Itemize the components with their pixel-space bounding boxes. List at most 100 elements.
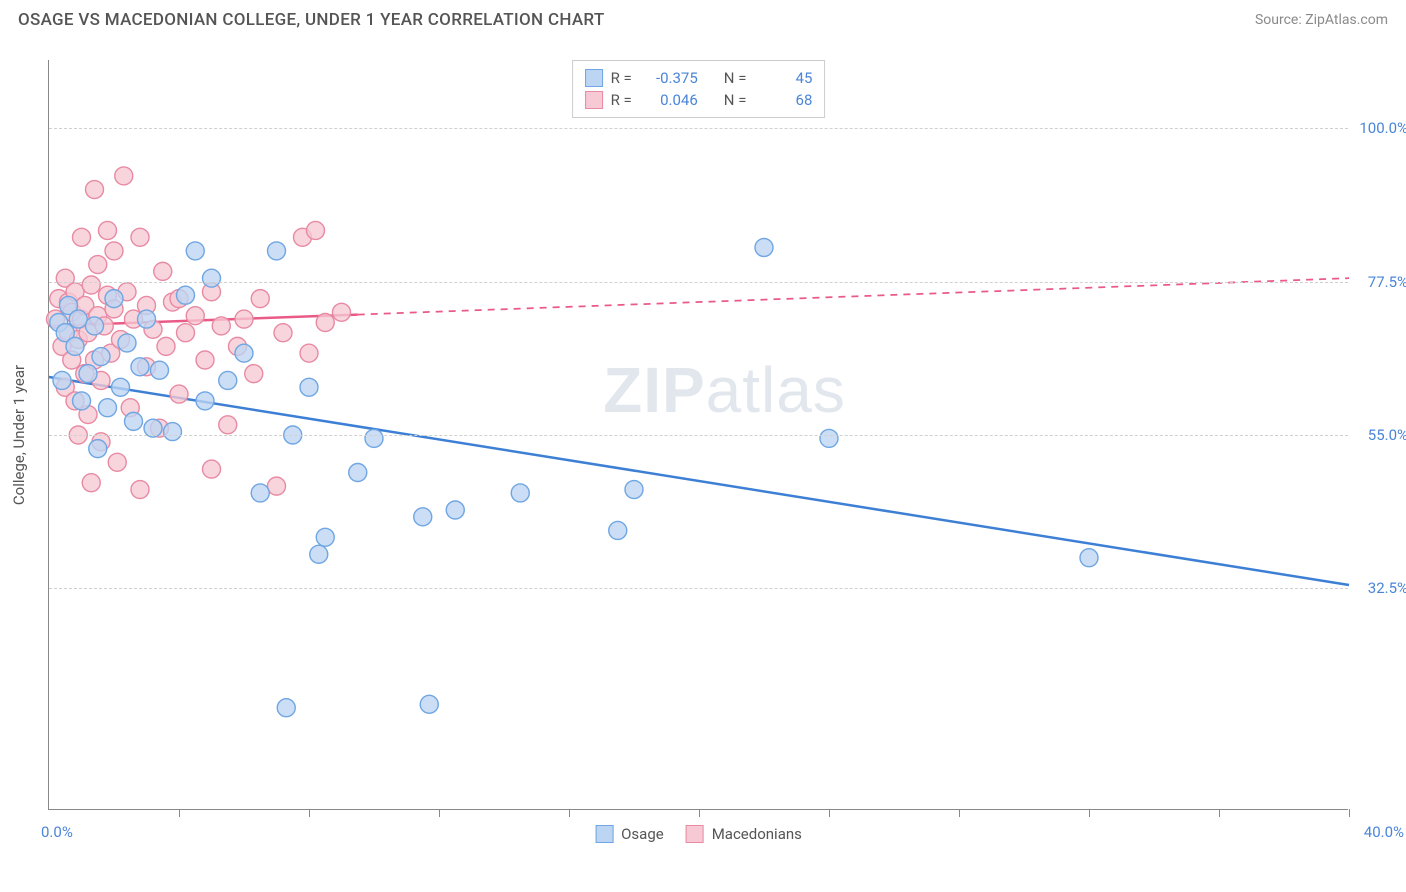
legend-swatch	[595, 825, 613, 843]
macedonians-point	[203, 460, 221, 478]
macedonians-point	[316, 314, 334, 332]
legend-stats: R =-0.375N =45R =0.046N =68	[572, 60, 826, 118]
macedonians-point	[154, 262, 172, 280]
osage-point	[365, 429, 383, 447]
x-axis-min-label: 0.0%	[41, 823, 73, 841]
osage-point	[151, 361, 169, 379]
macedonians-point	[170, 385, 188, 403]
x-tick	[569, 809, 570, 817]
x-tick	[1349, 809, 1350, 817]
osage-point	[53, 371, 71, 389]
r-label: R =	[611, 69, 632, 87]
osage-point	[235, 344, 253, 362]
osage-point	[92, 348, 110, 366]
chart-plot-area: ZIPatlas College, Under 1 year R =-0.375…	[48, 60, 1348, 810]
legend-series-item: Macedonians	[686, 825, 802, 843]
macedonians-point	[73, 228, 91, 246]
macedonians-point	[186, 307, 204, 325]
r-label: R =	[611, 91, 632, 109]
x-tick	[959, 809, 960, 817]
osage-point	[349, 464, 367, 482]
osage-point	[118, 334, 136, 352]
macedonians-point	[131, 481, 149, 499]
macedonians-point	[177, 324, 195, 342]
osage-point	[446, 501, 464, 519]
y-tick-label: 32.5%	[1368, 579, 1406, 597]
macedonians-point	[333, 303, 351, 321]
macedonians-point	[82, 276, 100, 294]
macedonians-trendline-dashed	[358, 278, 1349, 314]
legend-series-item: Osage	[595, 825, 664, 843]
macedonians-point	[300, 344, 318, 362]
osage-point	[251, 484, 269, 502]
macedonians-point	[268, 477, 286, 495]
x-axis-max-label: 40.0%	[1364, 823, 1404, 841]
gridline	[49, 282, 1348, 283]
n-value: 45	[754, 69, 812, 87]
macedonians-point	[307, 221, 325, 239]
macedonians-point	[212, 317, 230, 335]
macedonians-point	[115, 167, 133, 185]
osage-point	[414, 508, 432, 526]
osage-point	[1080, 549, 1098, 567]
chart-title: OSAGE VS MACEDONIAN COLLEGE, UNDER 1 YEA…	[18, 10, 605, 30]
macedonians-point	[196, 351, 214, 369]
legend-series-label: Macedonians	[712, 825, 802, 843]
y-axis-title: College, Under 1 year	[10, 364, 28, 504]
osage-point	[69, 310, 87, 328]
x-tick	[699, 809, 700, 817]
macedonians-point	[219, 416, 237, 434]
x-tick	[829, 809, 830, 817]
osage-point	[300, 378, 318, 396]
osage-point	[99, 399, 117, 417]
osage-point	[177, 286, 195, 304]
macedonians-point	[157, 337, 175, 355]
osage-point	[186, 242, 204, 260]
chart-header: OSAGE VS MACEDONIAN COLLEGE, UNDER 1 YEA…	[0, 0, 1406, 38]
osage-point	[86, 317, 104, 335]
legend-stat-row: R = 0.046 N = 68	[585, 89, 813, 111]
legend-series: Osage Macedonians	[595, 825, 802, 843]
macedonians-point	[82, 474, 100, 492]
y-tick-label: 77.5%	[1368, 273, 1406, 291]
x-tick	[1219, 809, 1220, 817]
r-value: 0.046	[640, 91, 698, 109]
osage-point	[511, 484, 529, 502]
gridline	[49, 128, 1348, 129]
osage-point	[105, 290, 123, 308]
x-tick	[309, 809, 310, 817]
osage-point	[196, 392, 214, 410]
y-tick-label: 55.0%	[1368, 426, 1406, 444]
n-label: N =	[724, 91, 747, 109]
legend-swatch	[686, 825, 704, 843]
macedonians-point	[274, 324, 292, 342]
osage-point	[73, 392, 91, 410]
osage-point	[131, 358, 149, 376]
legend-swatch	[585, 69, 603, 87]
legend-stat-row: R =-0.375N =45	[585, 67, 813, 89]
osage-point	[277, 699, 295, 717]
osage-point	[112, 378, 130, 396]
osage-point	[138, 310, 156, 328]
osage-point	[310, 545, 328, 563]
x-tick	[179, 809, 180, 817]
macedonians-point	[235, 310, 253, 328]
y-tick-label: 100.0%	[1359, 119, 1406, 137]
legend-series-label: Osage	[621, 825, 664, 843]
osage-point	[420, 695, 438, 713]
macedonians-point	[251, 290, 269, 308]
osage-trendline	[49, 377, 1349, 585]
chart-source: Source: ZipAtlas.com	[1255, 12, 1388, 28]
n-value: 68	[754, 91, 812, 109]
n-label: N =	[724, 69, 747, 87]
x-tick	[439, 809, 440, 817]
macedonians-point	[99, 221, 117, 239]
macedonians-point	[245, 365, 263, 383]
osage-point	[820, 429, 838, 447]
macedonians-point	[131, 228, 149, 246]
legend-swatch	[585, 91, 603, 109]
osage-point	[125, 412, 143, 430]
osage-point	[268, 242, 286, 260]
x-tick	[1089, 809, 1090, 817]
osage-point	[609, 521, 627, 539]
